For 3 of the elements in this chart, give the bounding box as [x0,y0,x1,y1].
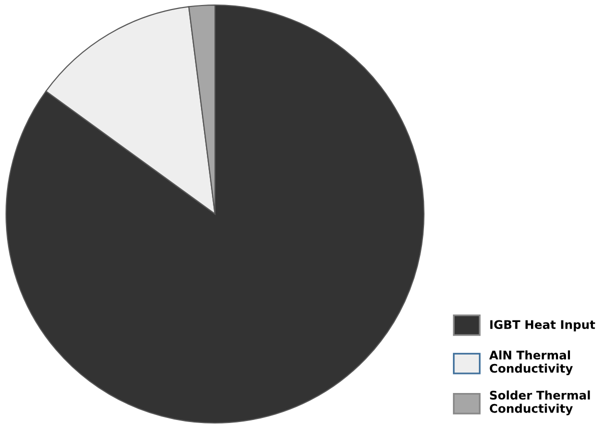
legend-label: Solder Thermal Conductivity [490,390,590,416]
legend-label: IGBT Heat Input [490,320,596,332]
legend-label: AlN Thermal Conductivity [489,350,573,376]
